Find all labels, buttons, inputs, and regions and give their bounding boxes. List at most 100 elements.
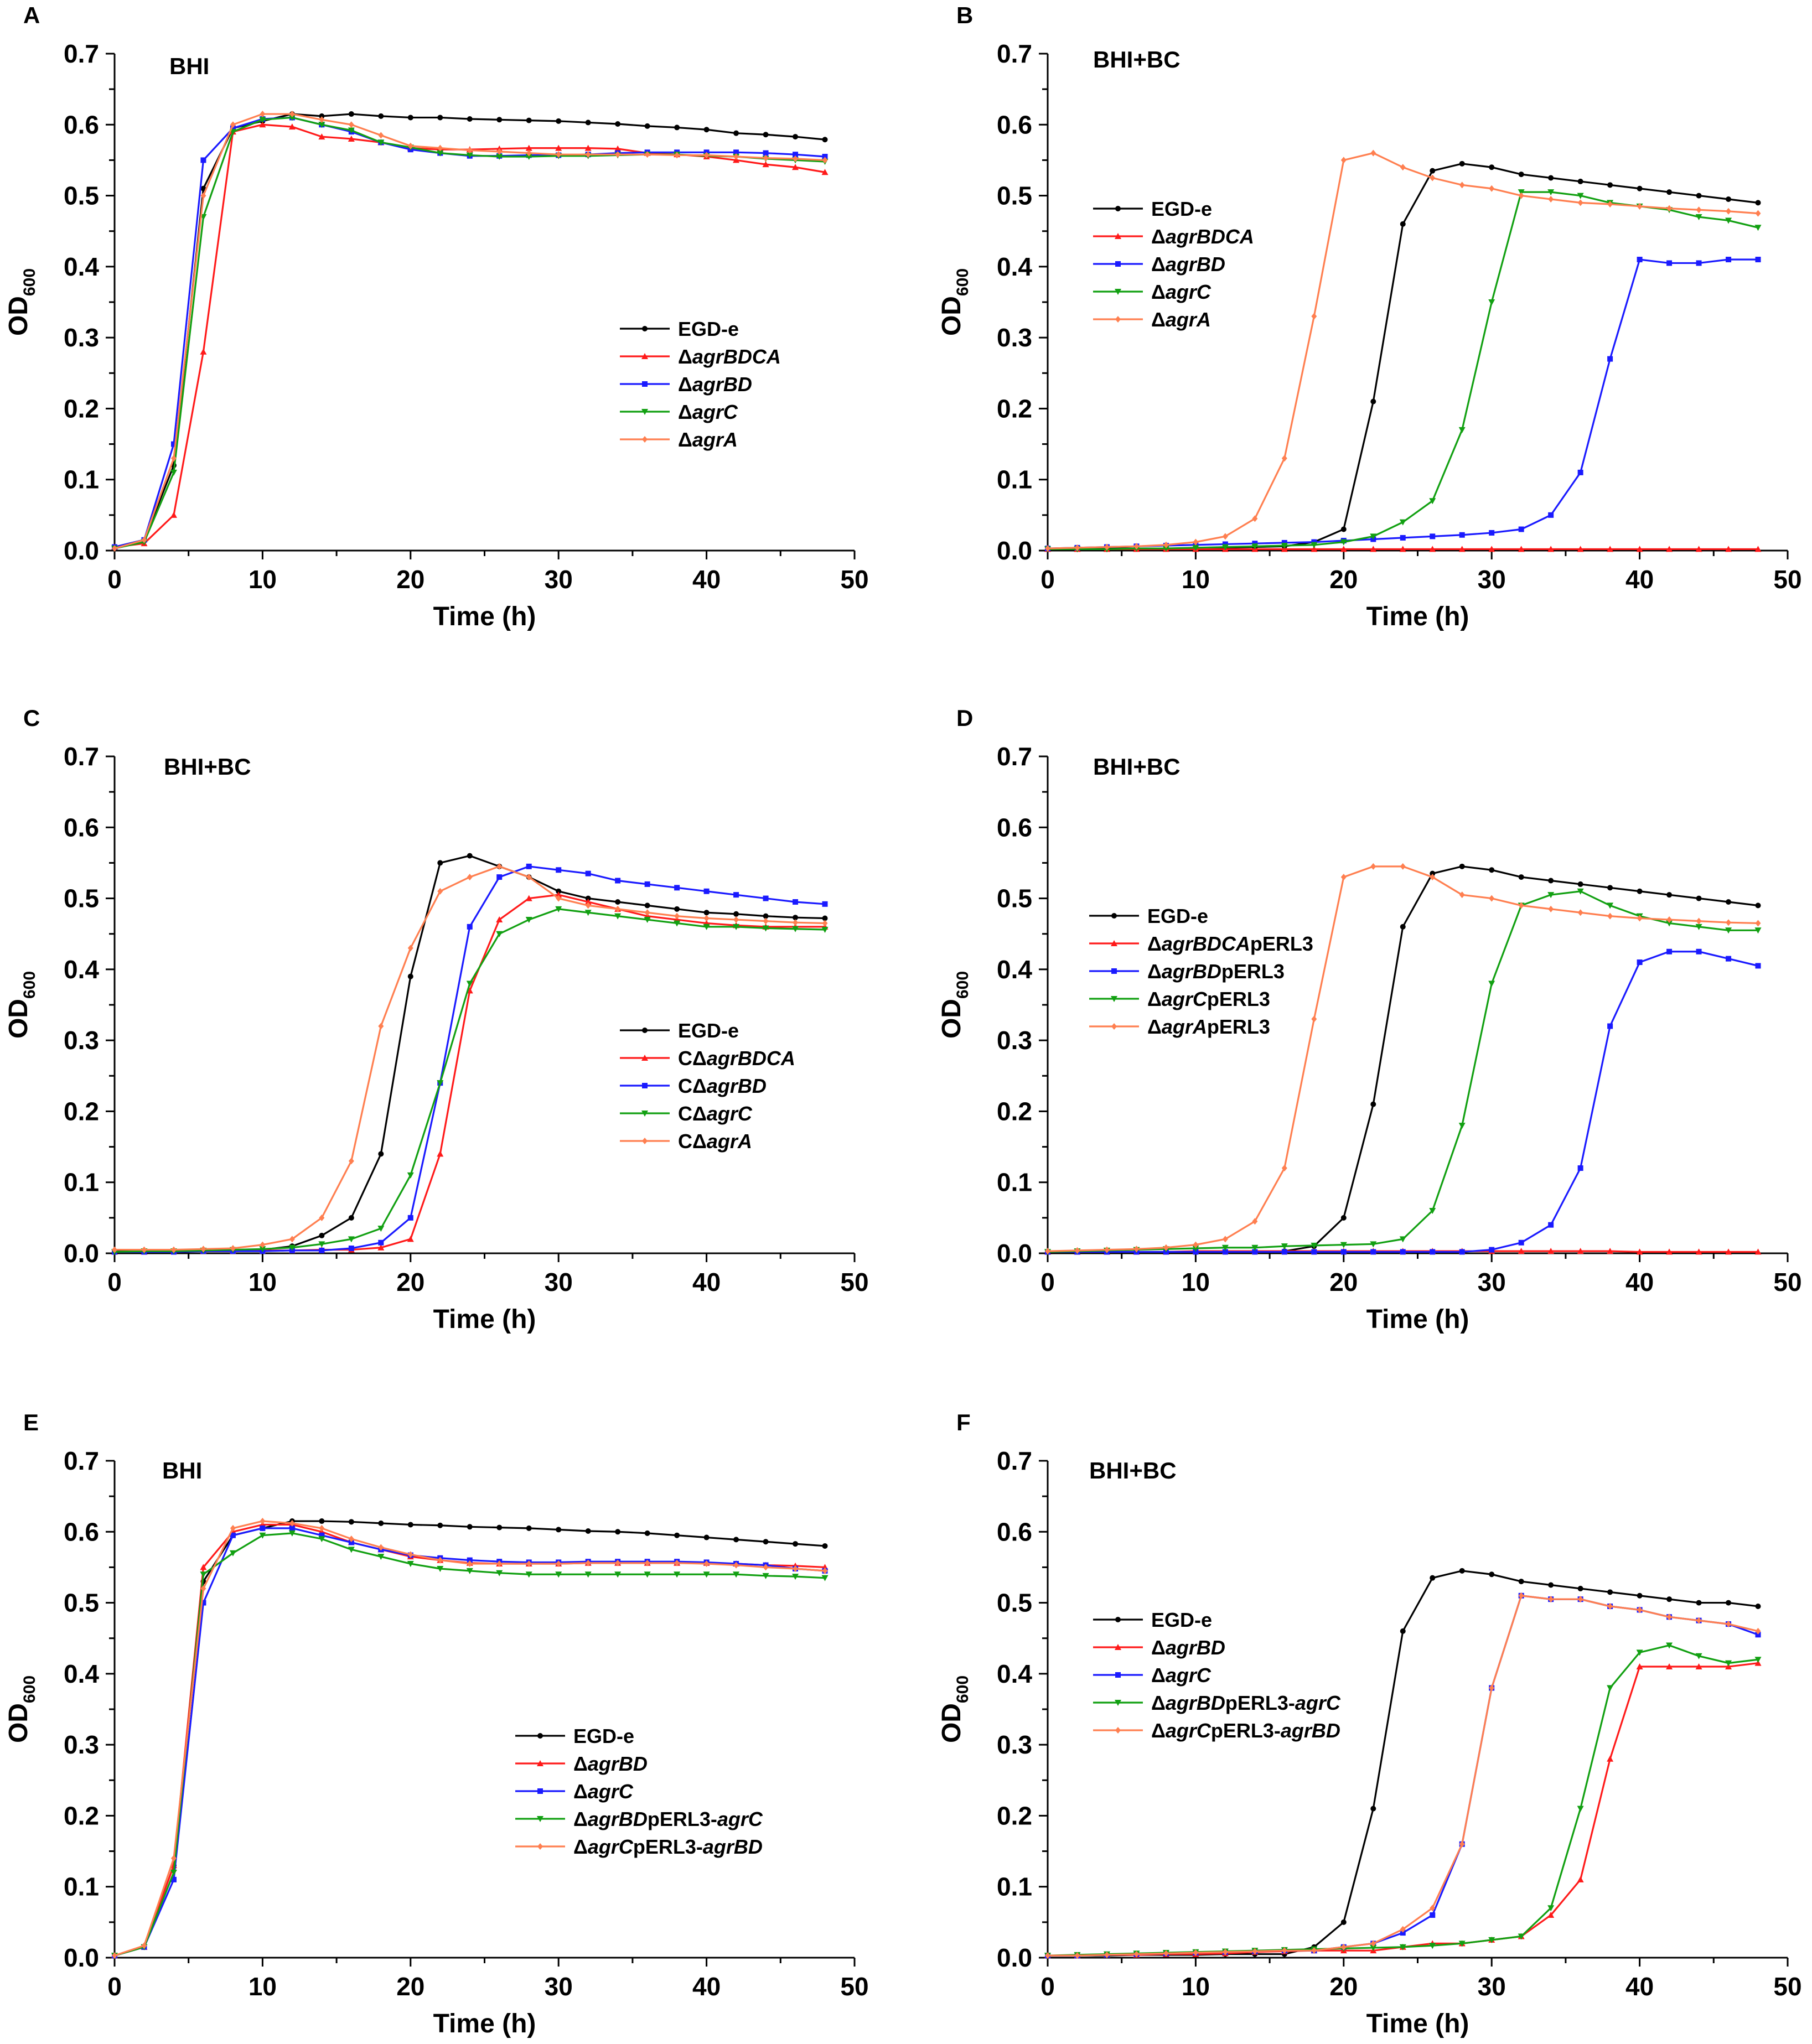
data-point [1547,1912,1555,1918]
y-tick-label: 0.5 [64,884,99,913]
data-point [348,1236,355,1243]
data-point [555,891,562,898]
data-point [259,121,266,128]
data-point [1637,185,1643,191]
panel-letter: E [23,1409,39,1435]
y-tick-label: 0.2 [64,1097,99,1125]
data-point [1666,189,1673,195]
legend-marker [1111,940,1117,946]
data-point [556,151,562,158]
data-point [585,151,591,158]
legend-label: EGD-e [678,1019,739,1042]
data-point [1222,533,1228,540]
panel-c: C BHI+BC 0 10 20 30 40 50 0.0 0.1 0.2 0.3 0.4 0.5 0.6 0… [4,705,869,1334]
data-point [1607,912,1613,920]
legend-label: ΔagrBD [1151,253,1225,276]
x-tick-label: 50 [840,565,868,594]
data-point [467,1560,473,1568]
x-axis-title: Time (h) [433,602,536,631]
x-axis-title: Time (h) [1366,2009,1469,2038]
data-point [1193,1241,1199,1248]
x-tick-label: 50 [840,1972,868,2001]
y-axis-title-main: OD [937,999,966,1039]
data-point [1311,1249,1317,1255]
data-point [230,121,236,128]
data-point [1726,899,1732,905]
data-point [1251,543,1259,550]
legend-label-part: Δ [1147,988,1162,1010]
legend-marker [537,1843,543,1850]
x-tick-label: 10 [1182,1972,1210,2001]
data-point [1607,902,1614,909]
data-point [1696,1600,1702,1606]
data-point [288,1244,296,1251]
data-point [289,111,295,118]
data-point [584,910,592,916]
data-point [1252,515,1258,522]
condition-label: BHI+BC [164,754,251,780]
data-point [585,1559,591,1566]
data-point [466,1568,473,1574]
data-point [319,113,325,119]
data-point [348,135,355,142]
data-point [674,1559,680,1566]
y-tick-label: 0.0 [64,1943,99,1972]
y-axis-title-subscript: 600 [20,971,39,999]
data-point [792,926,799,932]
legend-label-part: CΔ [678,1102,707,1125]
data-point [1637,888,1643,894]
legend-label: CΔagrC [678,1102,753,1125]
data-point [1252,1948,1258,1955]
legend-label: ΔagrBDpERL3-agrC [573,1808,763,1830]
x-tick-label: 50 [1773,565,1801,594]
data-point [1489,867,1495,873]
legend-label: EGD-e [1151,198,1212,220]
y-tick-label: 0.7 [64,742,99,771]
data-point [763,154,769,162]
legend-marker [1115,1727,1121,1734]
legend-label-part: agrC [692,401,738,423]
data-point [1370,546,1377,552]
data-point [1045,1952,1050,1959]
data-point [1340,1215,1347,1221]
legend-label-part: Δ [573,1835,588,1858]
data-point [348,1158,354,1165]
data-point [821,927,829,933]
y-tick-label: 0.1 [997,1168,1032,1197]
data-point [674,885,680,891]
data-point [496,931,503,937]
panel-f: F BHI+BC 0 10 20 30 40 50 0.0 0.1 0.2 0.3 0.4 0.5 0.6 0… [937,1409,1802,2038]
data-point [112,1246,117,1253]
data-point [763,150,769,156]
y-tick-label: 0.7 [997,742,1032,771]
data-point [1666,892,1673,898]
data-point [703,1571,710,1578]
legend-label-part: Δ [1151,225,1166,248]
data-point [733,892,739,898]
data-point [1281,1947,1287,1954]
data-point [378,1544,384,1551]
data-point [1399,546,1406,552]
data-point [466,981,473,987]
data-point [496,1560,503,1568]
data-point [467,853,473,859]
legend-label-part: Δ [1151,1636,1166,1659]
panel-letter: B [956,2,973,28]
data-point [200,157,206,163]
legend-label-part: agrC [1162,988,1208,1010]
y-tick-label: 0.6 [997,813,1032,842]
data-point [1252,1249,1258,1255]
legend-label-part: Δ [678,373,692,396]
data-point [1607,1248,1614,1254]
legend-marker [1115,1700,1121,1706]
data-point [200,1585,206,1592]
data-point [378,1023,384,1030]
x-tick-label: 0 [1040,1972,1055,2001]
data-point [526,1560,532,1568]
y-tick-label: 0.7 [64,1446,99,1475]
legend-label: ΔagrBD [678,373,752,396]
legend-label-part: agrC [717,1808,763,1830]
data-point [437,1522,443,1528]
data-point [1489,895,1495,902]
legend-marker [537,1816,543,1822]
